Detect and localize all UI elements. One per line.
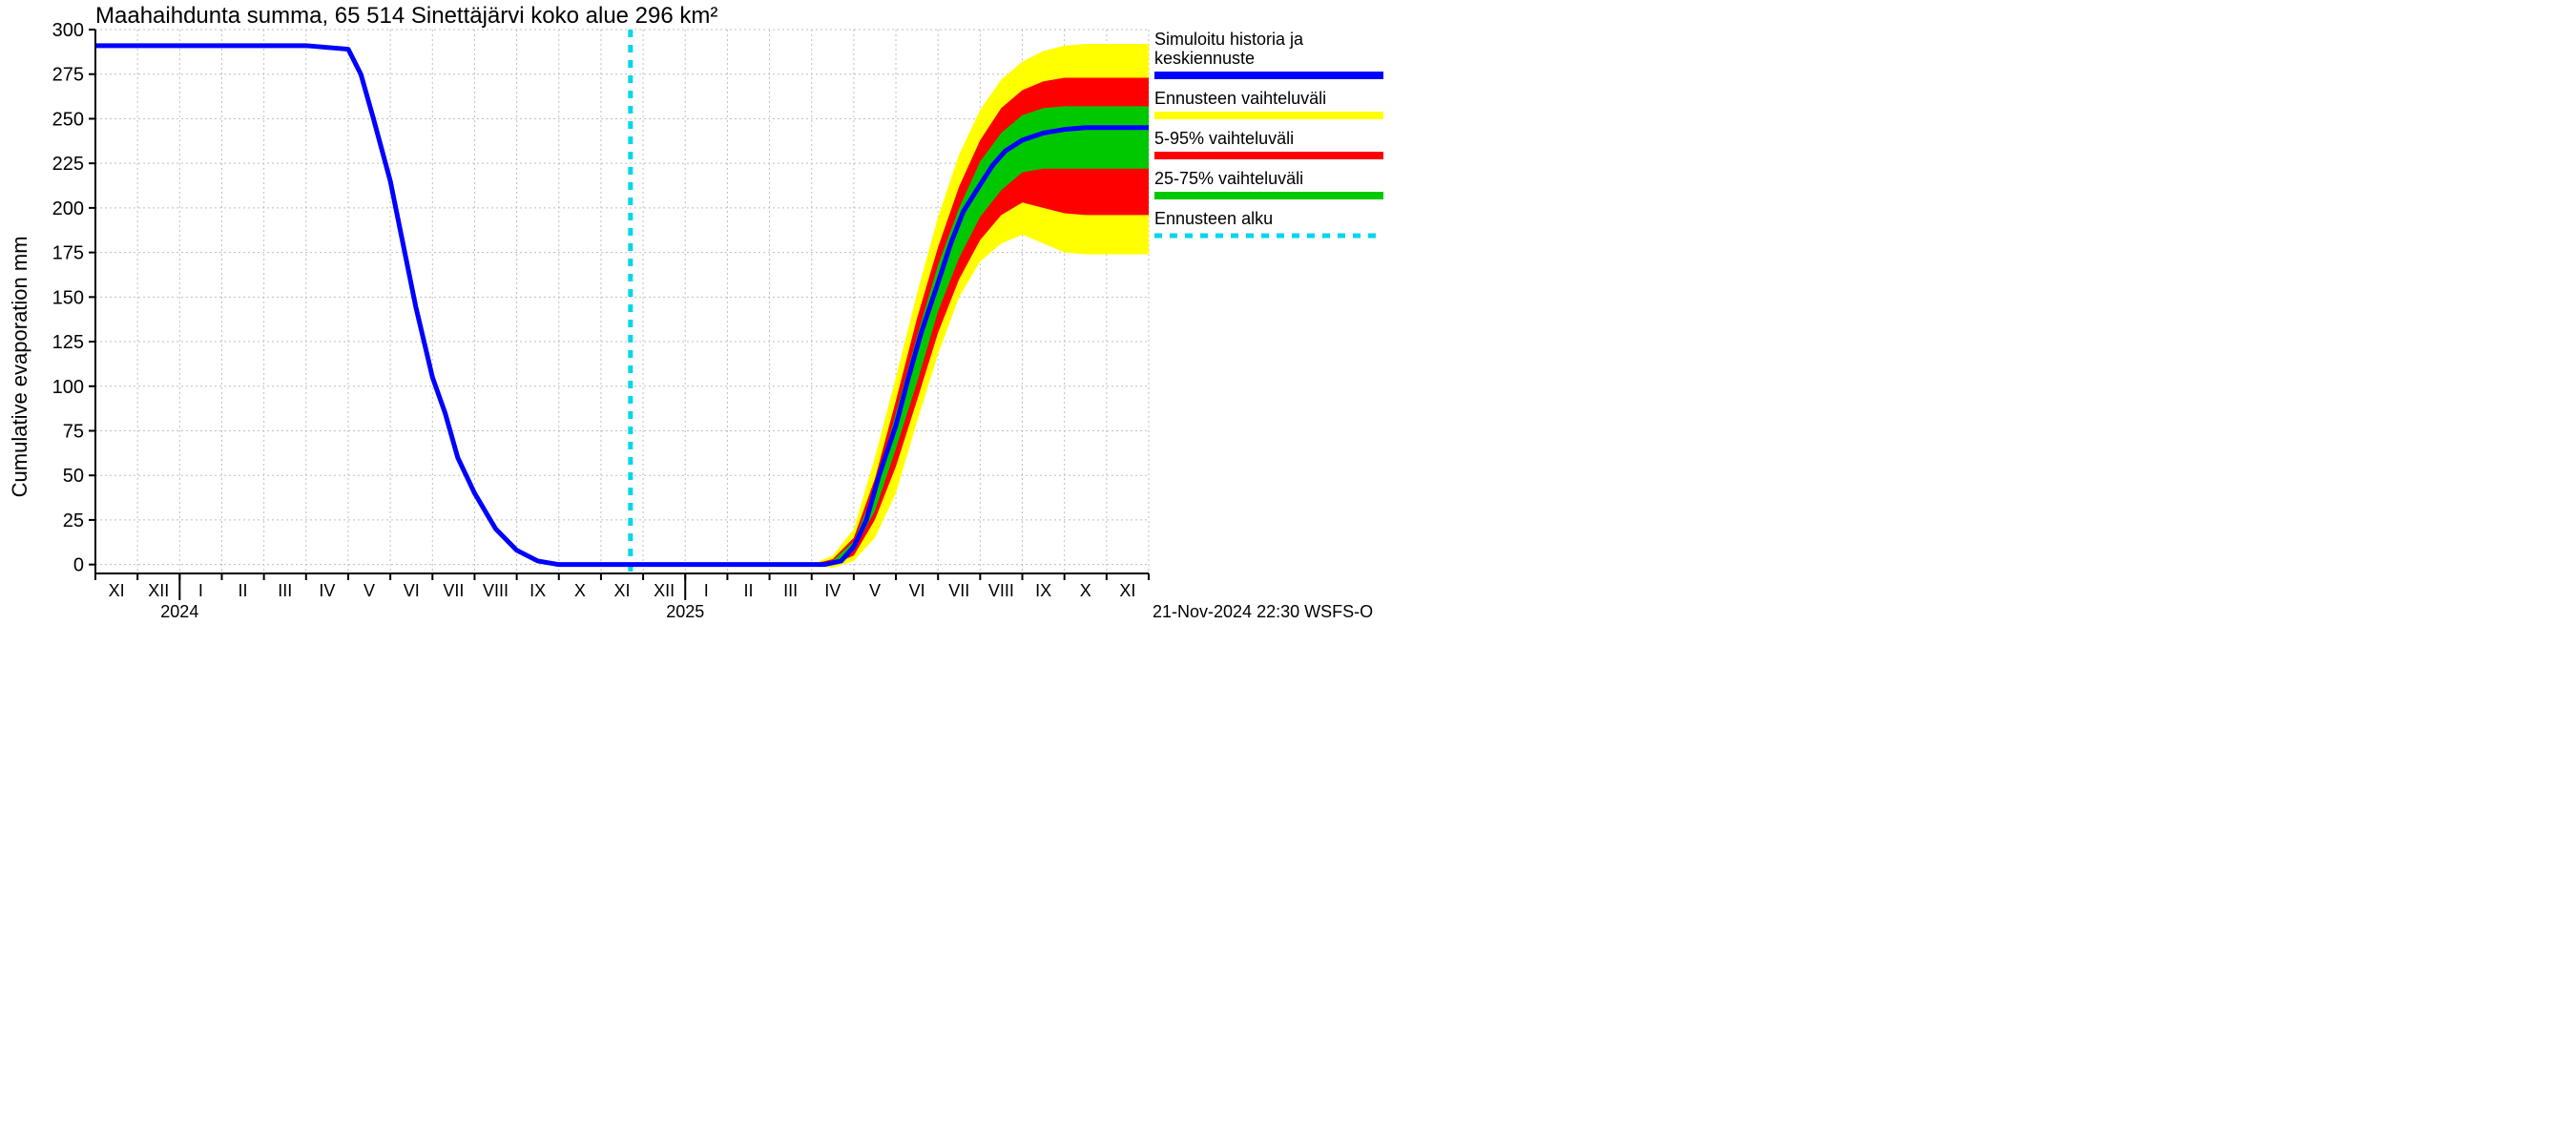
month-label: II xyxy=(743,581,753,600)
month-label: IV xyxy=(824,581,841,600)
month-label: VIII xyxy=(988,581,1014,600)
month-label: IX xyxy=(1035,581,1051,600)
ytick-label: 125 xyxy=(52,332,84,353)
month-label: VI xyxy=(909,581,925,600)
legend-swatch-red xyxy=(1154,152,1383,159)
legend-label: keskiennuste xyxy=(1154,49,1255,68)
month-label: III xyxy=(783,581,798,600)
ytick-label: 275 xyxy=(52,65,84,86)
month-label: II xyxy=(239,581,248,600)
year-label: 2025 xyxy=(666,602,704,621)
legend: Simuloitu historia jakeskiennuste Ennuste… xyxy=(1154,30,1383,236)
legend-label: Ennusteen alku xyxy=(1154,209,1273,228)
ytick-label: 225 xyxy=(52,154,84,175)
ytick-label: 25 xyxy=(63,510,84,531)
chart-container: 0255075100125150175200225250275300XIXIII… xyxy=(0,0,1431,636)
month-label: VI xyxy=(404,581,420,600)
month-label: I xyxy=(704,581,709,600)
month-label: I xyxy=(198,581,203,600)
month-label: V xyxy=(364,581,375,600)
month-label: IX xyxy=(530,581,546,600)
legend-swatch-yellow xyxy=(1154,112,1383,119)
month-label: III xyxy=(278,581,292,600)
ytick-label: 100 xyxy=(52,377,84,398)
ytick-label: 250 xyxy=(52,109,84,130)
ytick-label: 0 xyxy=(73,555,84,576)
legend-swatch-blue xyxy=(1154,72,1383,79)
legend-swatch-green xyxy=(1154,192,1383,199)
ytick-label: 175 xyxy=(52,243,84,264)
y-axis-label: Cumulative evaporation mm xyxy=(8,236,31,497)
ytick-label: 300 xyxy=(52,20,84,41)
month-label: XI xyxy=(613,581,630,600)
legend-label: 25-75% vaihteluväli xyxy=(1154,169,1303,188)
month-label: X xyxy=(574,581,586,600)
month-label: IV xyxy=(319,581,335,600)
evaporation-chart: 0255075100125150175200225250275300XIXIII… xyxy=(0,0,1431,636)
ytick-label: 200 xyxy=(52,198,84,219)
month-label: XII xyxy=(654,581,675,600)
chart-title: Maahaihdunta summa, 65 514 Sinettäjärvi … xyxy=(95,3,717,29)
month-label: V xyxy=(869,581,881,600)
month-label: XI xyxy=(1119,581,1135,600)
month-label: VII xyxy=(948,581,969,600)
legend-label: Ennusteen vaihteluväli xyxy=(1154,89,1326,108)
month-label: VII xyxy=(443,581,464,600)
month-label: VIII xyxy=(483,581,509,600)
legend-label: 5-95% vaihteluväli xyxy=(1154,129,1294,148)
ytick-label: 50 xyxy=(63,466,84,487)
footer-timestamp: 21-Nov-2024 22:30 WSFS-O xyxy=(1153,602,1373,621)
ytick-label: 75 xyxy=(63,421,84,442)
legend-label: Simuloitu historia ja xyxy=(1154,30,1304,49)
year-label: 2024 xyxy=(160,602,198,621)
month-label: XII xyxy=(148,581,169,600)
month-label: X xyxy=(1080,581,1091,600)
month-label: XI xyxy=(109,581,125,600)
ytick-label: 150 xyxy=(52,287,84,308)
